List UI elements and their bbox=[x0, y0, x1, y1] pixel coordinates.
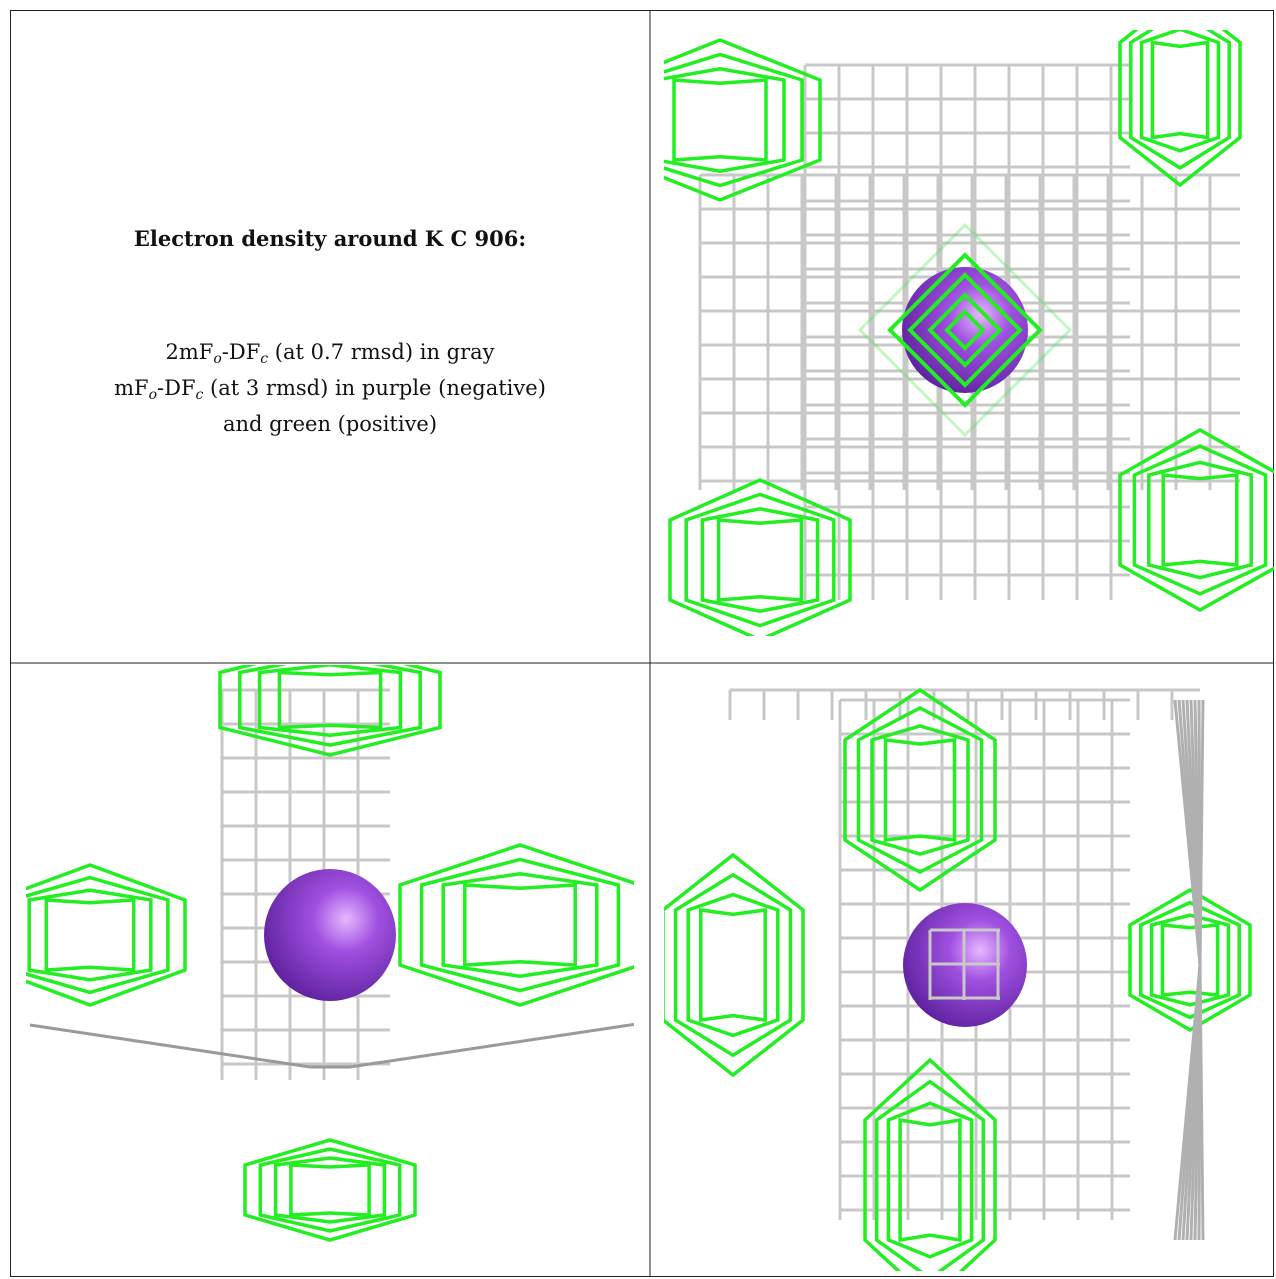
mesh-contour bbox=[289, 1163, 371, 1217]
mesh-contour bbox=[883, 738, 957, 842]
mesh-line bbox=[509, 1035, 551, 1045]
mesh-contour bbox=[1132, 444, 1268, 596]
caption-text: -DF bbox=[157, 376, 196, 400]
mesh-contour bbox=[898, 1117, 962, 1243]
caption: 2mFo-DFc (at 0.7 rmsd) in gray mFo-DFc (a… bbox=[12, 338, 648, 439]
panel bbox=[664, 30, 1274, 636]
mesh-contour bbox=[874, 1079, 986, 1271]
mesh-contour bbox=[686, 892, 780, 1038]
mesh-contour bbox=[886, 1101, 974, 1259]
panel bbox=[664, 687, 1252, 1271]
mesh-contour bbox=[684, 492, 836, 628]
mesh-line bbox=[589, 1023, 631, 1033]
mesh-line bbox=[269, 1059, 311, 1069]
caption-text: (at 0.7 rmsd) in gray bbox=[268, 340, 495, 364]
mesh-contour bbox=[843, 687, 997, 893]
mesh-contour bbox=[273, 1156, 387, 1224]
mesh-line bbox=[189, 1047, 231, 1057]
mesh-contour bbox=[398, 843, 634, 1007]
mesh-contour bbox=[1128, 887, 1252, 1033]
mesh-contour bbox=[1149, 913, 1231, 1007]
caption-text: and green (positive) bbox=[222, 412, 438, 436]
mesh-contour bbox=[856, 706, 984, 874]
mesh-contour bbox=[944, 309, 986, 351]
caption-text: 2mF bbox=[165, 340, 214, 364]
mesh-contour bbox=[672, 78, 768, 162]
potassium-atom bbox=[902, 267, 1028, 393]
potassium-atom bbox=[264, 869, 396, 1001]
mesh-contour bbox=[673, 872, 793, 1058]
mesh-line bbox=[429, 1047, 471, 1057]
mesh-contour bbox=[1139, 900, 1241, 1020]
text-cell: Electron density around K C 906: 2mFo-DF… bbox=[12, 12, 648, 662]
mesh-contour bbox=[716, 518, 804, 602]
mesh-contour bbox=[870, 724, 970, 856]
caption-text: mF bbox=[114, 376, 149, 400]
mesh-contour bbox=[441, 872, 599, 978]
caption-text: (at 3 rmsd) in purple (negative) bbox=[203, 376, 546, 400]
caption-text: o bbox=[213, 351, 222, 367]
mesh-line bbox=[549, 1029, 591, 1039]
mesh-contour bbox=[218, 665, 442, 757]
mesh-contour bbox=[44, 898, 136, 972]
mesh-contour bbox=[1139, 30, 1221, 153]
mesh-contour bbox=[863, 1057, 997, 1271]
mesh-line bbox=[69, 1029, 111, 1039]
caption-line: mFo-DFc (at 3 rmsd) in purple (negative) bbox=[12, 374, 648, 410]
mesh-contour bbox=[927, 292, 1003, 368]
mesh-contour bbox=[1147, 460, 1253, 580]
mesh-contour bbox=[238, 665, 422, 747]
caption-text: o bbox=[148, 387, 158, 403]
caption-line: 2mFo-DFc (at 0.7 rmsd) in gray bbox=[12, 338, 648, 374]
mesh-line bbox=[109, 1035, 151, 1045]
table-border bbox=[10, 10, 1274, 1277]
mesh-contour bbox=[668, 478, 852, 636]
mesh-contour bbox=[1161, 473, 1239, 567]
caption-text: c bbox=[260, 351, 269, 367]
title: Electron density around K C 906: bbox=[133, 226, 527, 251]
mesh-line bbox=[1198, 699, 1205, 966]
mesh-contour bbox=[277, 670, 383, 730]
mesh-contour bbox=[27, 888, 153, 982]
panel bbox=[26, 665, 634, 1242]
caption-line: and green (positive) bbox=[12, 410, 648, 439]
mesh-contour bbox=[887, 252, 1043, 408]
mesh-line bbox=[1198, 964, 1205, 1241]
mesh-contour bbox=[664, 67, 786, 173]
mesh-line bbox=[229, 1053, 271, 1063]
mesh-line bbox=[389, 1053, 431, 1063]
mesh-contour bbox=[664, 852, 805, 1078]
mesh-contour bbox=[419, 857, 621, 993]
mesh-contour bbox=[258, 1147, 402, 1233]
mesh-contour bbox=[857, 222, 1073, 438]
mesh-contour bbox=[1118, 427, 1274, 613]
mesh-contour bbox=[664, 38, 822, 202]
mesh-line bbox=[349, 1059, 391, 1069]
mesh-contour bbox=[257, 665, 403, 737]
mesh-contour bbox=[26, 863, 187, 1007]
mesh-contour bbox=[26, 875, 170, 995]
mesh-contour bbox=[463, 883, 577, 967]
mesh-line bbox=[149, 1041, 191, 1051]
mesh-contour bbox=[1150, 40, 1210, 140]
mesh-contour bbox=[699, 907, 767, 1023]
caption-text: -DF bbox=[221, 340, 261, 364]
mesh-contour bbox=[1160, 923, 1220, 997]
mesh-line bbox=[29, 1023, 71, 1033]
caption-text: c bbox=[195, 387, 204, 403]
mesh-contour bbox=[243, 1138, 417, 1242]
mesh-contour bbox=[1118, 30, 1242, 188]
mesh-contour bbox=[907, 272, 1023, 388]
mesh-contour bbox=[700, 507, 820, 613]
mesh-contour bbox=[664, 52, 804, 188]
mesh-contour bbox=[1129, 30, 1231, 170]
mesh-line bbox=[469, 1041, 511, 1051]
